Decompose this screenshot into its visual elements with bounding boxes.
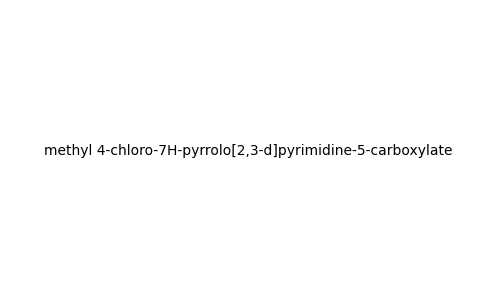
Text: methyl 4-chloro-7H-pyrrolo[2,3-d]pyrimidine-5-carboxylate: methyl 4-chloro-7H-pyrrolo[2,3-d]pyrimid…	[44, 145, 453, 158]
